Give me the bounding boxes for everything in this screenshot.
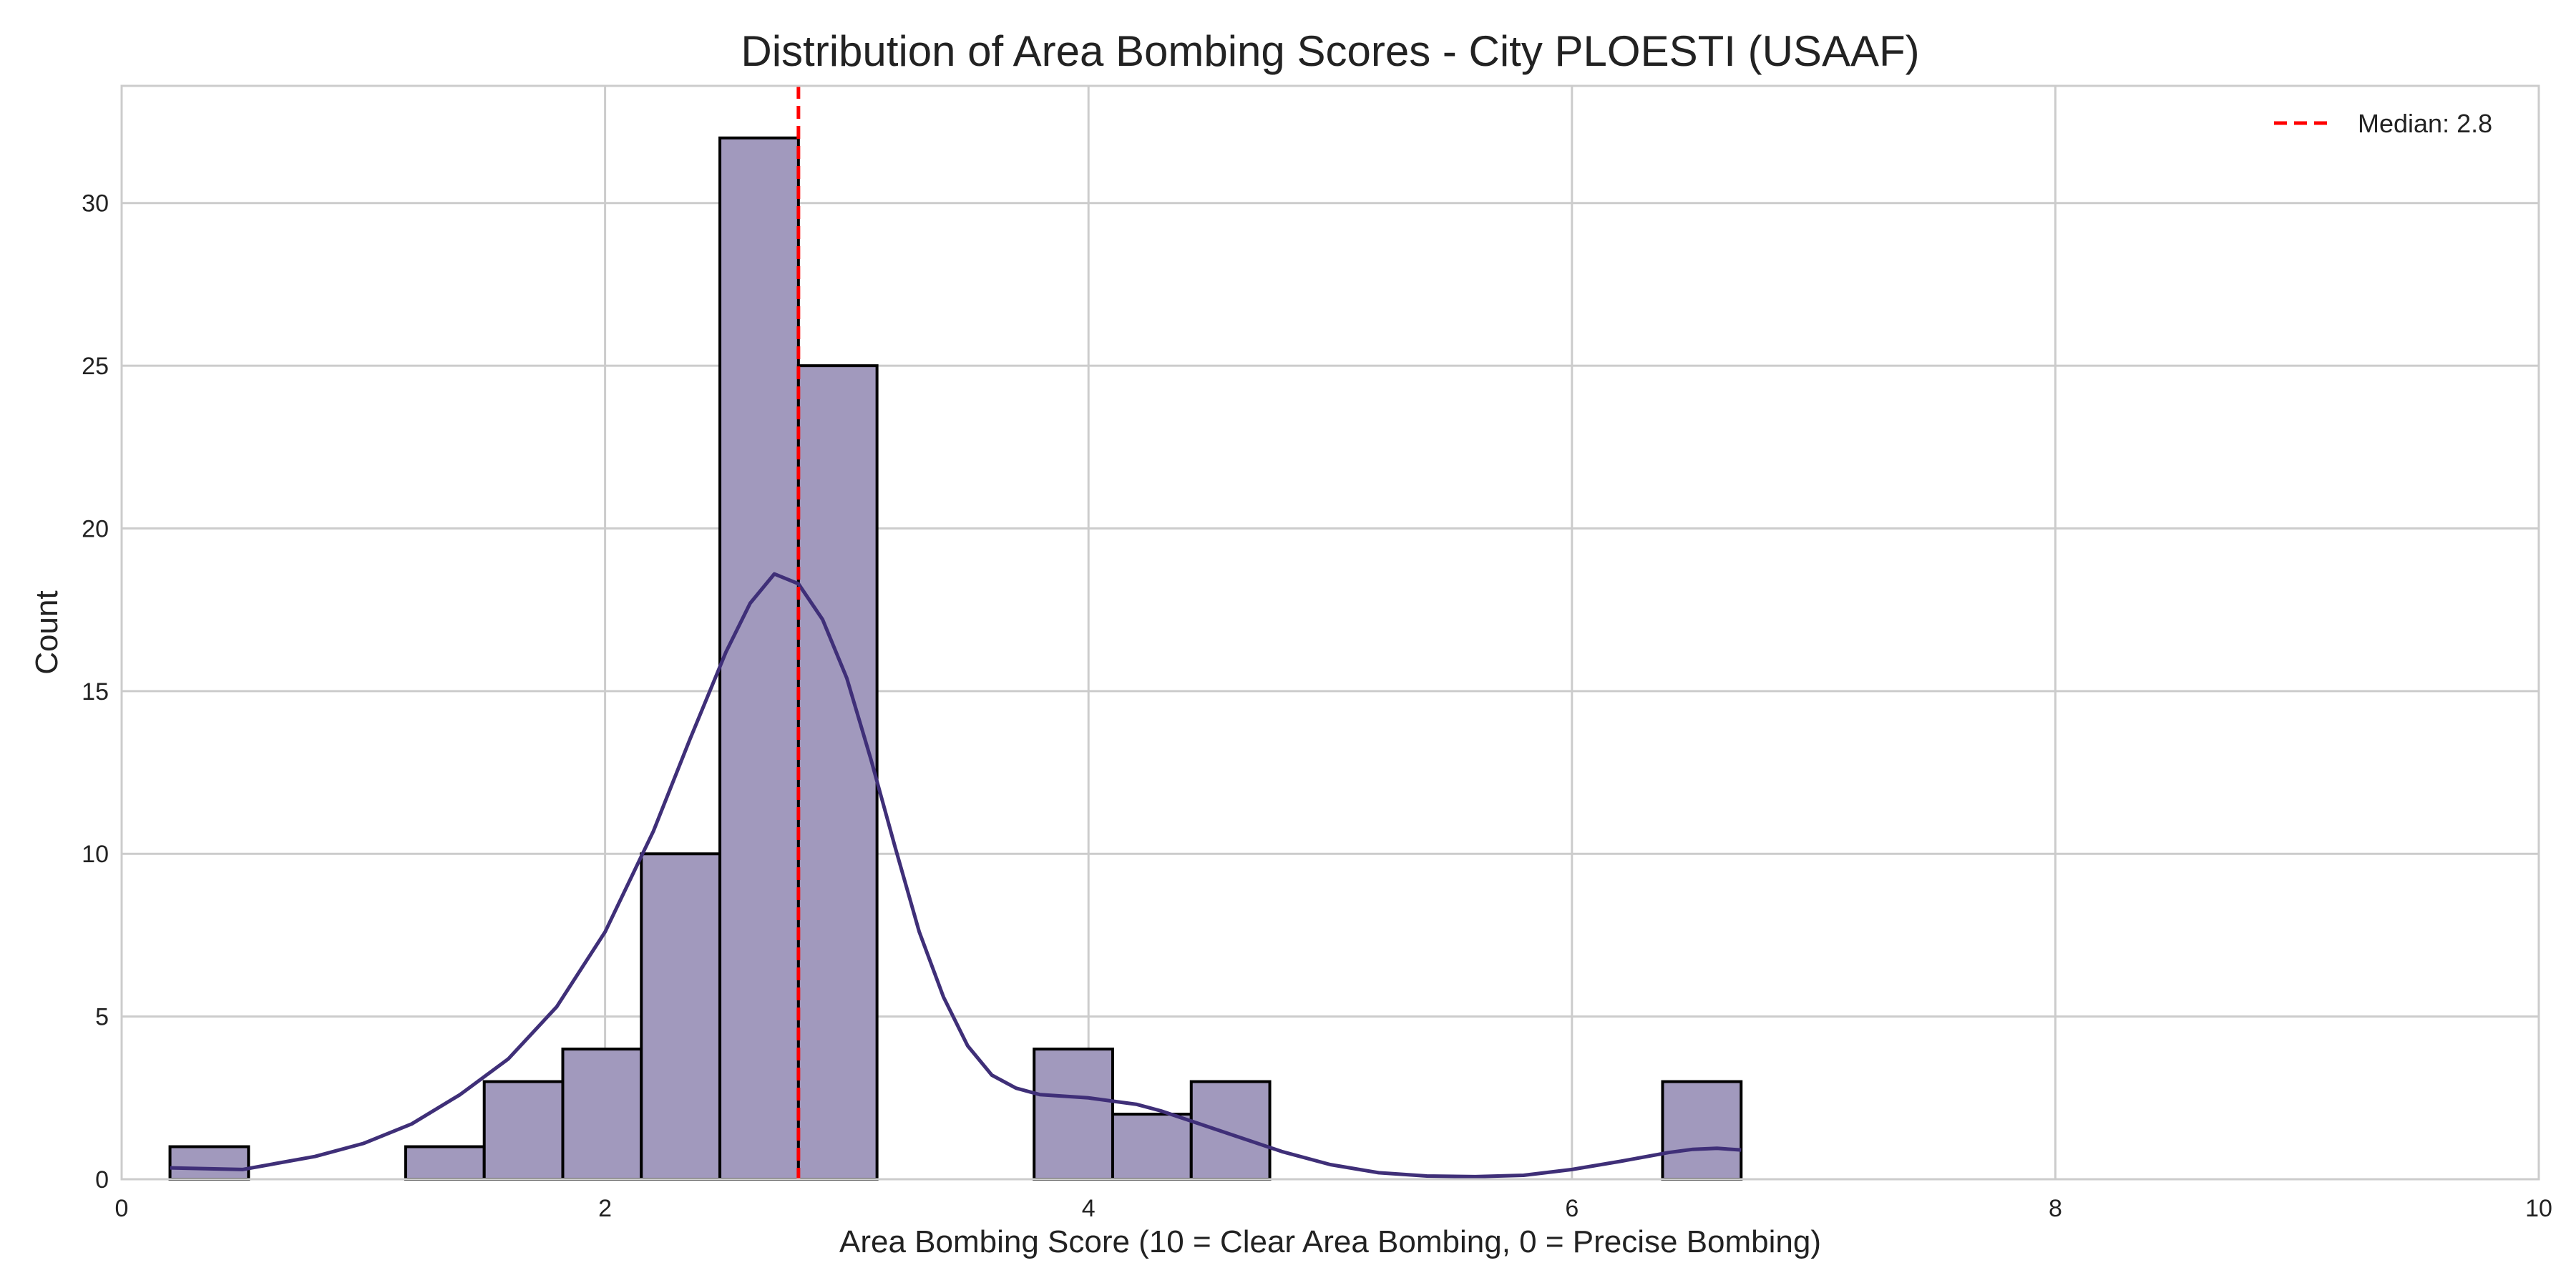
kde-curve-group xyxy=(170,572,1742,1179)
histogram-bar xyxy=(482,1080,565,1181)
x-tick-label: 6 xyxy=(1565,1195,1579,1222)
y-axis-label: Count xyxy=(29,590,64,674)
y-tick-label: 30 xyxy=(82,190,109,218)
x-tick-label: 10 xyxy=(2525,1195,2552,1222)
histogram-bar xyxy=(1111,1113,1193,1181)
legend: Median: 2.8 xyxy=(2274,109,2492,138)
histogram-bar xyxy=(561,1048,643,1181)
y-tick-label: 15 xyxy=(82,678,109,706)
histogram-bar xyxy=(168,1145,250,1181)
histogram-bar xyxy=(640,852,722,1181)
x-axis-ticks: 0 2 4 6 8 10 xyxy=(115,1195,2552,1222)
histogram-bar xyxy=(404,1145,486,1181)
histogram-bar xyxy=(1189,1080,1272,1181)
y-axis-ticks: 0 5 10 15 20 25 30 xyxy=(82,190,109,1194)
kde-curve xyxy=(170,572,1742,1179)
y-tick-label: 25 xyxy=(82,353,109,380)
x-tick-label: 8 xyxy=(2049,1195,2062,1222)
x-tick-label: 4 xyxy=(1082,1195,1096,1222)
histogram-bar xyxy=(1033,1048,1114,1181)
y-tick-label: 10 xyxy=(82,841,109,868)
legend-median-label: Median: 2.8 xyxy=(2358,109,2492,138)
plot-frame xyxy=(120,84,2540,1181)
x-tick-label: 0 xyxy=(115,1195,129,1222)
x-axis-label: Area Bombing Score (10 = Clear Area Bomb… xyxy=(839,1224,1821,1259)
x-tick-label: 2 xyxy=(598,1195,612,1222)
histogram-bar xyxy=(718,136,800,1181)
histogram-bar xyxy=(1661,1080,1743,1181)
histogram-bar xyxy=(796,364,879,1181)
y-tick-label: 5 xyxy=(95,1004,109,1031)
chart-title: Distribution of Area Bombing Scores - Ci… xyxy=(741,27,1919,75)
y-tick-label: 20 xyxy=(82,515,109,542)
y-tick-label: 0 xyxy=(95,1166,109,1194)
